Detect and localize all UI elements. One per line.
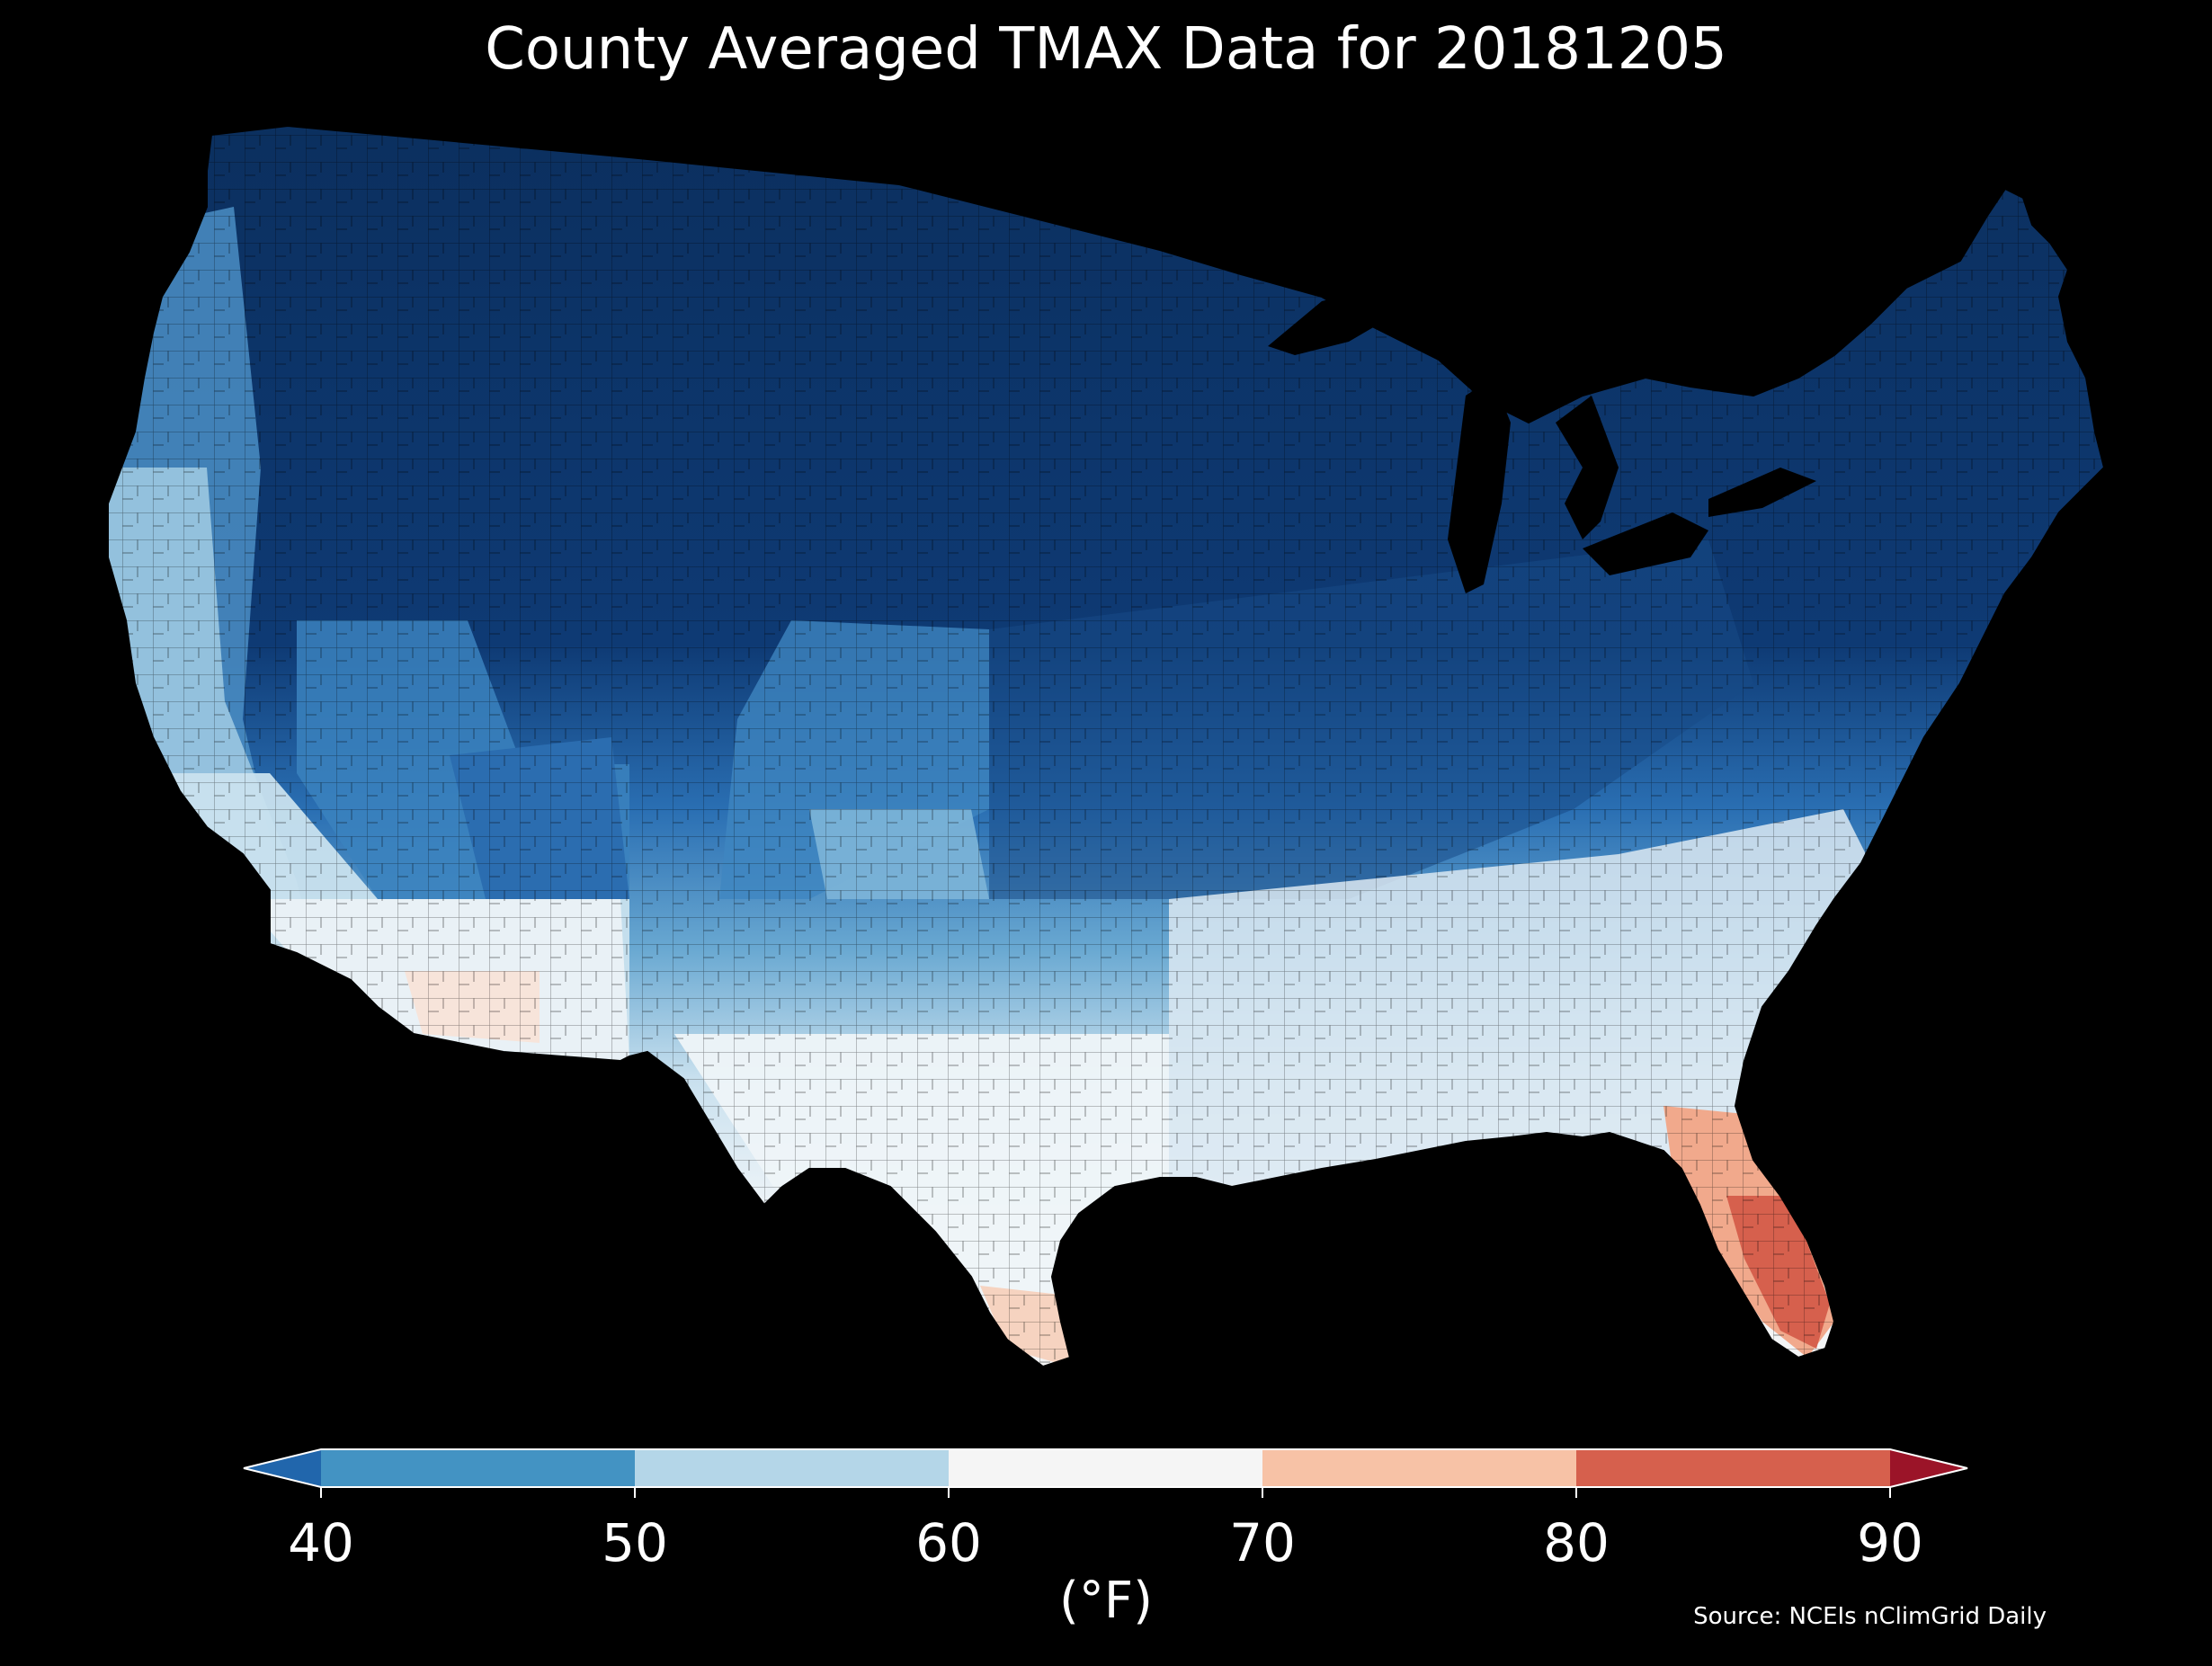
map-title: County Averaged TMAX Data for 20181205	[485, 16, 1727, 83]
colorbar-extend-high	[1890, 1449, 1967, 1487]
colorbar-tick-label: 40	[288, 1512, 354, 1573]
colorbar-tick-label: 90	[1857, 1512, 1923, 1573]
great-lakes	[1268, 288, 1816, 593]
colorbar-bin	[321, 1449, 635, 1487]
colorbar-label: (°F)	[1059, 1572, 1153, 1630]
colorbar-tick-label: 50	[602, 1512, 668, 1573]
colorbar-tick-label: 70	[1229, 1512, 1296, 1573]
colorbar-bin	[949, 1449, 1262, 1487]
colorbar-bin	[1576, 1449, 1890, 1487]
colorbar-tick-label: 80	[1543, 1512, 1610, 1573]
colorbar-bin	[635, 1449, 949, 1487]
source-note: Source: NCEIs nClimGrid Daily	[1693, 1603, 2047, 1630]
colorbar-bin	[1262, 1449, 1576, 1487]
colorbar-extend-low	[244, 1449, 321, 1487]
colorbar-tick-label: 60	[915, 1512, 982, 1573]
